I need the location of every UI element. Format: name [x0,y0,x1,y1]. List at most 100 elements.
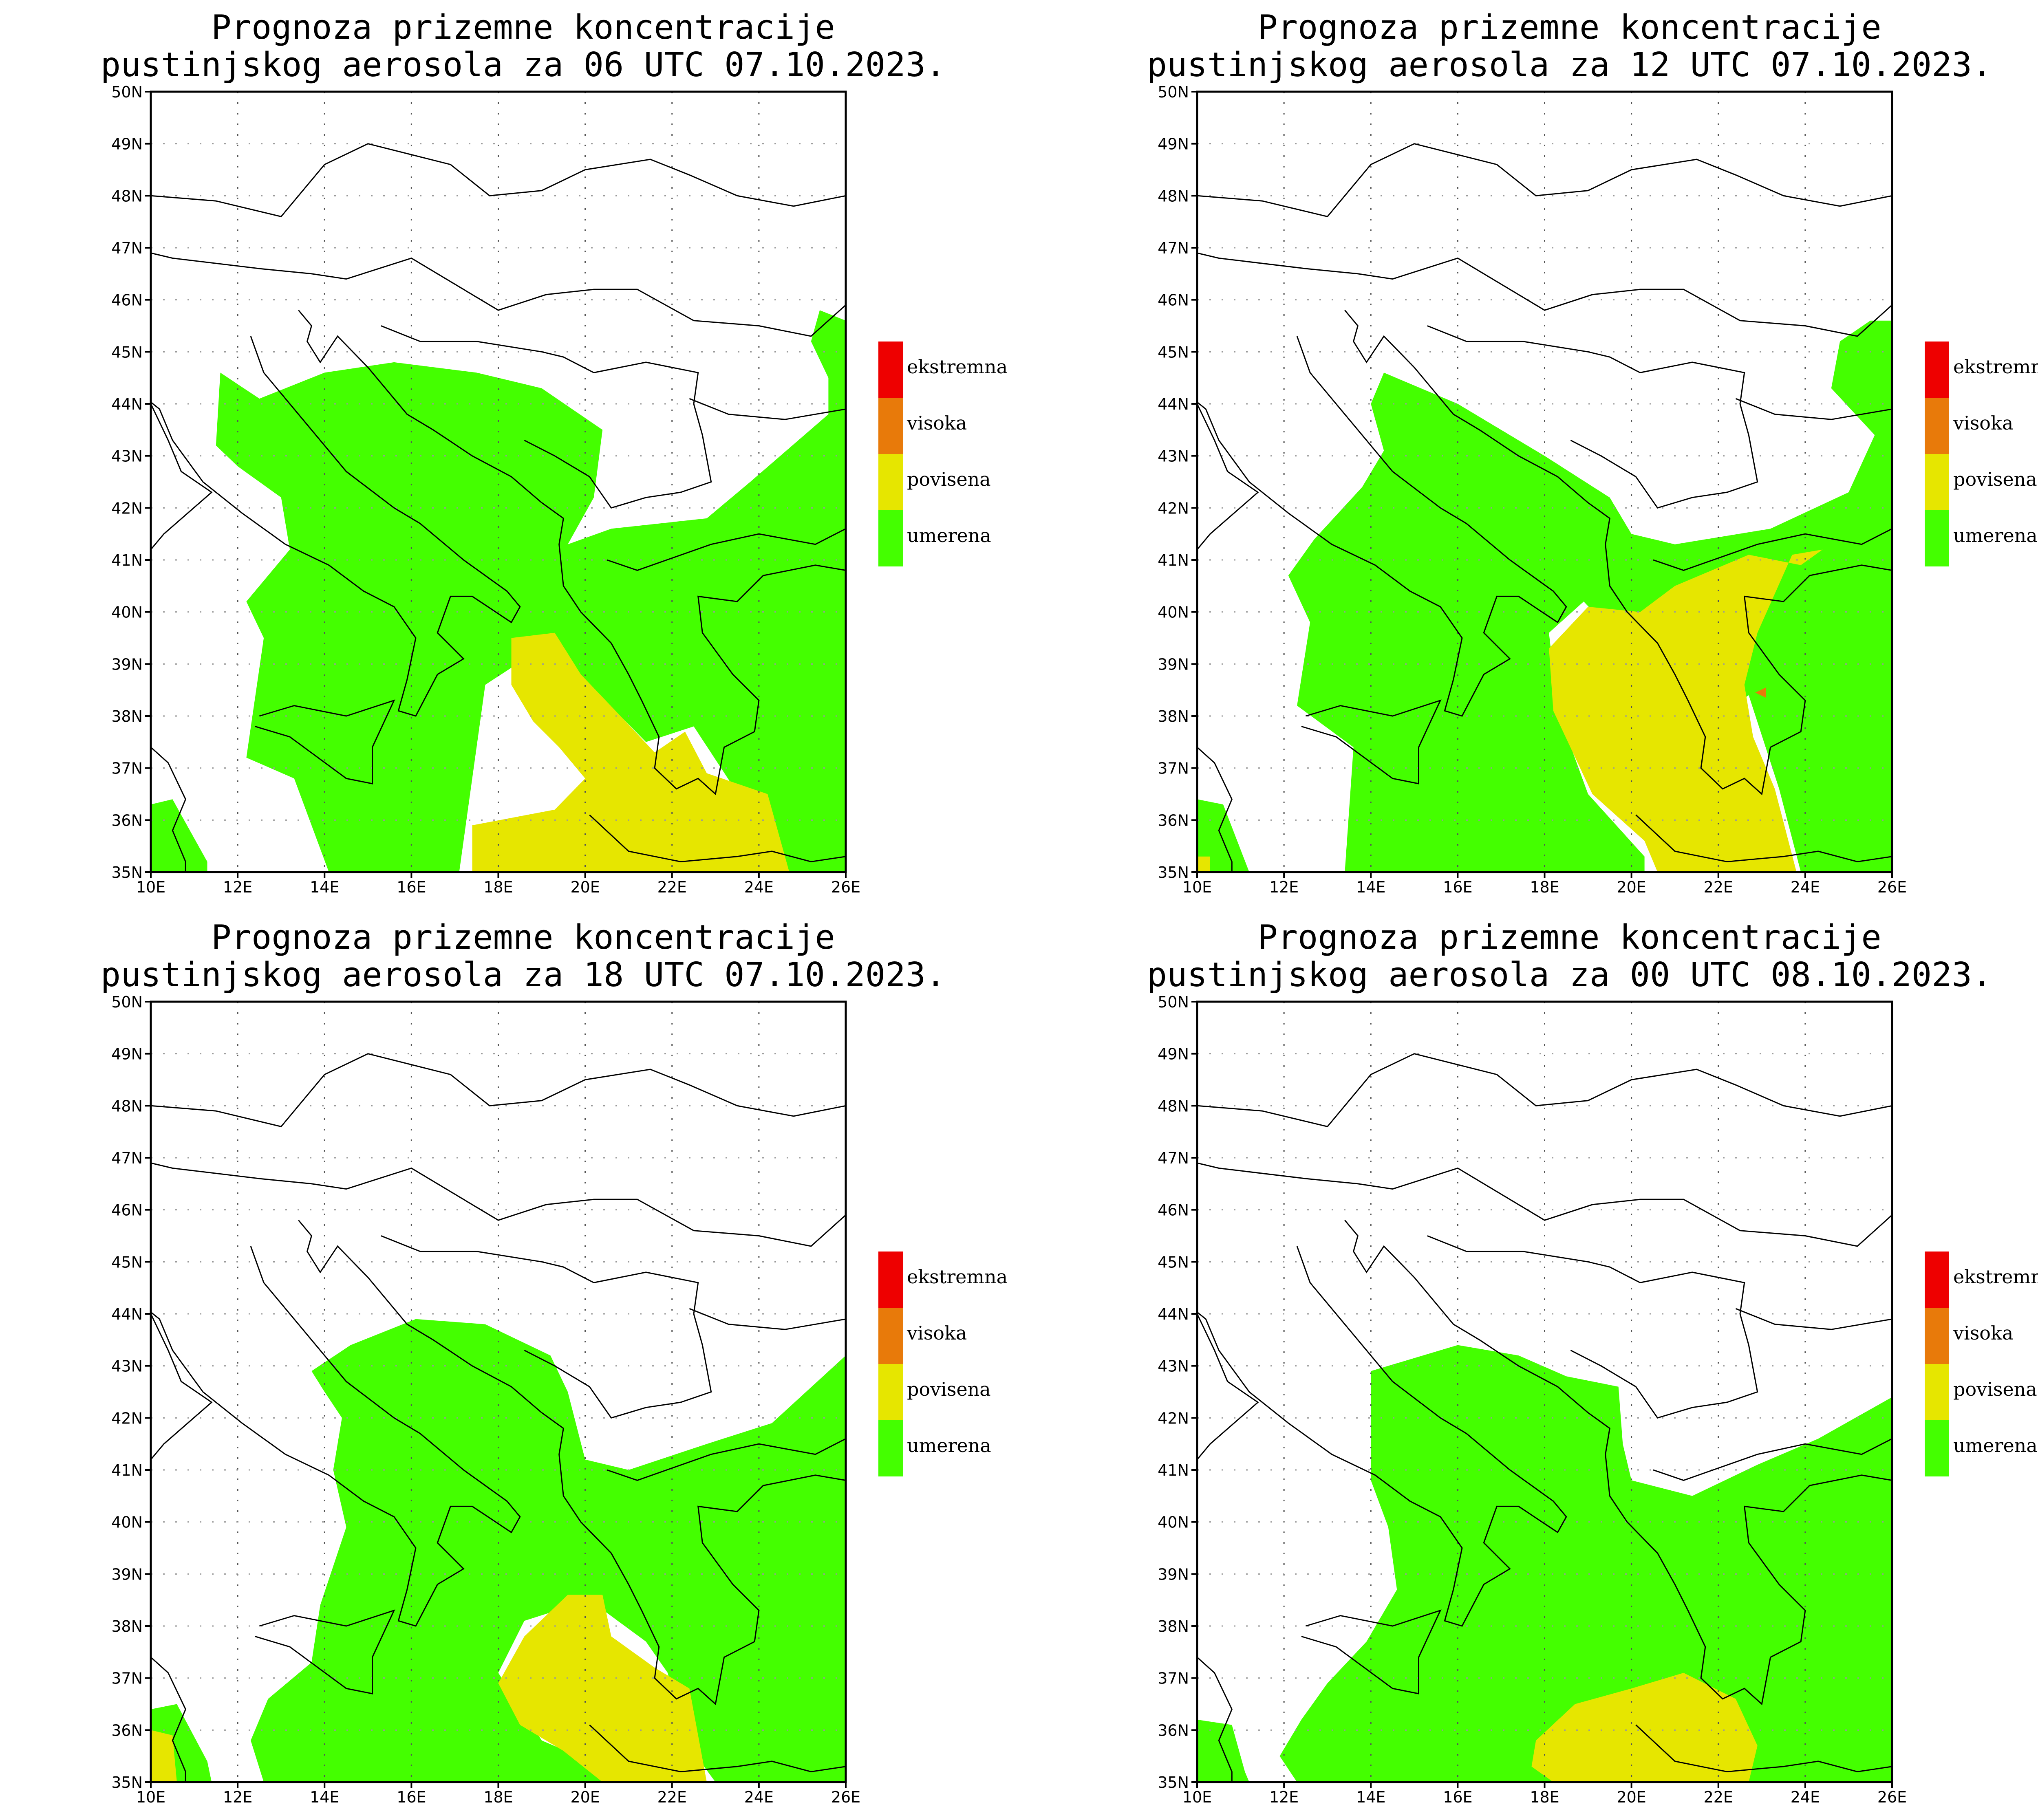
legend-swatch-visoka [878,398,903,454]
boundary-line [1635,814,1892,863]
boundary-line [1197,1657,1233,1782]
boundary-line [381,1235,712,1419]
legend-swatch-ekstremna [1925,342,1949,398]
boundary-line [1197,1313,1259,1460]
legend-swatch-povisena [878,454,903,510]
panel-title-line1: Prognoza prizemne koncentracije [1257,918,1881,957]
lat-tick-label: 38N [111,707,143,725]
lat-tick-label: 40N [1158,1514,1189,1531]
panel-title: Prognoza prizemne koncentracije pustinjsk… [0,9,1046,84]
region-umerena [1279,1345,1892,1782]
lat-tick-label: 48N [1158,187,1189,205]
boundary-line [1301,699,1442,784]
region-umerena [216,310,846,872]
lon-tick-label: 10E [136,878,165,896]
lat-tick-label: 45N [1158,1253,1189,1271]
lon-tick-label: 16E [397,878,426,896]
lat-tick-label: 37N [1158,1670,1189,1688]
lon-tick-label: 20E [570,1788,600,1806]
lat-tick-label: 49N [1158,1045,1189,1063]
lon-tick-label: 22E [657,1788,687,1806]
lat-tick-label: 37N [1158,760,1189,778]
boundary-line [1653,528,1892,571]
lon-tick-label: 26E [831,878,860,896]
region-povisena [1197,856,1210,872]
panel-title: Prognoza prizemne koncentracije pustinjsk… [1046,9,2038,84]
panel-title-line1: Prognoza prizemne koncentracije [211,8,835,47]
boundary-line [1427,1235,1758,1419]
lon-tick-label: 24E [744,1788,774,1806]
lat-tick-label: 47N [1158,1149,1189,1167]
lat-tick-label: 48N [111,187,143,205]
boundary-line [1197,403,1259,550]
lon-tick-label: 24E [744,878,774,896]
lat-tick-label: 36N [111,1721,143,1739]
lat-tick-label: 35N [111,1774,143,1791]
lon-tick-label: 10E [136,1788,165,1806]
lon-tick-label: 22E [1704,878,1733,896]
lon-tick-label: 12E [223,1788,252,1806]
lon-tick-label: 26E [1877,878,1907,896]
legend-swatch-visoka [878,1308,903,1364]
lat-tick-label: 49N [111,135,143,153]
lat-tick-label: 40N [1158,604,1189,621]
boundary-line [1344,1220,1892,1705]
forecast-map: 50N 49N 48N 47N 46N 45N 44N 43N 42N 41N 40N 39N 38N 3… [111,993,903,1806]
lon-tick-label: 12E [1269,878,1299,896]
boundary-line [1197,1246,1567,1627]
lat-tick-label: 42N [111,499,143,517]
boundary-line [1197,1162,1892,1247]
boundary-line [689,1308,846,1330]
boundary-line [1301,1609,1442,1694]
lat-tick-label: 43N [1158,1357,1189,1375]
lat-tick-label: 47N [111,1149,143,1167]
lon-tick-label: 18E [483,1788,513,1806]
panel-title-line1: Prognoza prizemne koncentracije [1257,8,1881,47]
lat-tick-label: 48N [111,1097,143,1115]
boundary-line [589,814,846,863]
region-povisena [498,1595,707,1782]
legend-swatch-povisena [1925,454,1949,510]
boundary-line [1735,1308,1892,1330]
forecast-map: 50N 49N 48N 47N 46N 45N 44N 43N 42N 41N 40N 39N 38N 3… [1158,993,1949,1806]
legend-label-povisena: povisena [907,1378,991,1400]
forecast-map: 50N 49N 48N 47N 46N 45N 44N 43N 42N 41N 40N 39N 38N 3… [111,83,903,896]
lat-tick-label: 37N [111,760,143,778]
boundary-line [1197,252,1892,337]
legend-swatch-ekstremna [1925,1252,1949,1308]
legend-label-ekstremna: ekstremna [907,1266,1008,1288]
region-povisena [472,632,790,872]
lat-tick-label: 41N [111,1461,143,1479]
lon-tick-label: 20E [1617,878,1646,896]
boundary-line [381,325,712,509]
boundary-line [1344,310,1892,795]
forecast-panel: Prognoza prizemne koncentracije pustinjsk… [0,0,1046,910]
lat-tick-label: 49N [111,1045,143,1063]
lon-tick-label: 24E [1791,878,1820,896]
map-content [1197,1002,1892,1782]
lon-tick-label: 18E [1530,1788,1559,1806]
panel-title: Prognoza prizemne koncentracije pustinjsk… [0,919,1046,994]
lon-tick-label: 10E [1182,1788,1212,1806]
boundary-line [1197,747,1233,872]
lat-tick-label: 48N [1158,1097,1189,1115]
lat-tick-label: 39N [1158,655,1189,673]
legend-swatch-umerena [1925,510,1949,566]
boundary-line [1653,1438,1892,1481]
boundary-line [151,1162,846,1247]
boundary-line [255,1609,395,1694]
boundary-line [1197,1053,1892,1128]
lon-tick-label: 14E [1356,878,1385,896]
region-povisena [1531,1672,1758,1782]
lat-tick-label: 35N [111,864,143,881]
lat-tick-label: 50N [1158,993,1189,1011]
lon-tick-label: 16E [1443,1788,1472,1806]
lat-tick-label: 36N [1158,811,1189,829]
boundary-line [151,1053,846,1128]
panel-title-line1: Prognoza prizemne koncentracije [211,918,835,957]
lon-tick-label: 16E [397,1788,426,1806]
boundary-line [689,398,846,420]
lat-tick-label: 37N [111,1670,143,1688]
lat-tick-label: 50N [1158,83,1189,101]
region-umerena [251,1319,846,1782]
